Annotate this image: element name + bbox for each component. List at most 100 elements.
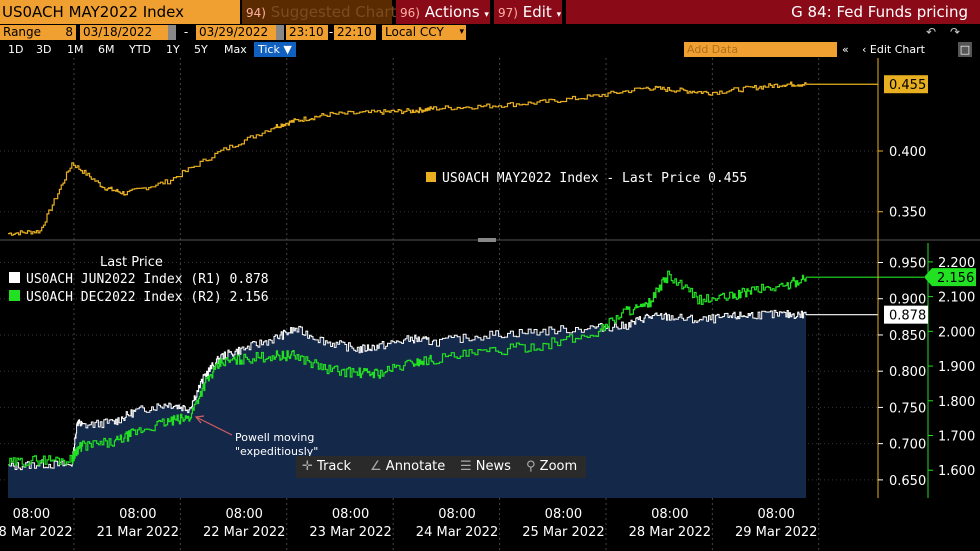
- lower-left-tick-label: 0.900: [889, 293, 926, 308]
- start-time-input[interactable]: 23:10: [286, 25, 328, 40]
- may2022-line: [8, 81, 807, 236]
- calendar-icon[interactable]: [276, 25, 284, 40]
- annotation-line-1: Powell moving: [235, 431, 314, 444]
- period-1m[interactable]: 1M: [67, 43, 84, 56]
- undo-icon[interactable]: ↶: [926, 25, 937, 39]
- period-6m[interactable]: 6M: [98, 43, 115, 56]
- chevron-left-icon: ‹: [862, 43, 867, 56]
- edit-menu-button[interactable]: 97) Edit ▾: [494, 0, 562, 24]
- lower-left-tick-label: 0.850: [889, 329, 926, 344]
- upper-last-value: 0.455: [889, 78, 926, 93]
- range-field[interactable]: Range 8: [0, 25, 76, 40]
- period-5y[interactable]: 5Y: [194, 43, 208, 56]
- suggested-label: Suggested Charts: [270, 3, 405, 21]
- x-tick-date: 29 Mar 2022: [735, 525, 817, 540]
- upper-tick-label: 0.400: [889, 145, 926, 160]
- end-date-input[interactable]: 03/29/2022: [196, 25, 276, 40]
- x-tick-date: 28 Mar 2022: [629, 525, 711, 540]
- jun2022-line: [8, 309, 807, 471]
- top-bar: US0ACH MAY2022 Index 94) Suggested Chart…: [0, 0, 980, 24]
- range-bar: Range 8 03/18/2022 - 03/29/2022 23:10 - …: [0, 24, 980, 41]
- add-data-input[interactable]: Add Data: [684, 42, 837, 57]
- expand-icon[interactable]: □: [958, 42, 972, 57]
- track-label: Track: [317, 459, 352, 474]
- crosshair-icon: ✛: [302, 459, 313, 474]
- lower-left-tick-label: 0.800: [889, 365, 926, 380]
- powell-annotation[interactable]: Powell moving "expeditiously": [194, 415, 318, 458]
- range-value: 8: [65, 25, 73, 39]
- period-3d[interactable]: 3D: [36, 43, 52, 56]
- x-tick-date: 23 Mar 2022: [309, 525, 391, 540]
- period-1y[interactable]: 1Y: [166, 43, 180, 56]
- x-tick-date: 24 Mar 2022: [416, 525, 498, 540]
- period-bar: 1D 3D 1M 6M YTD 1Y 5Y Max Tick ▼ Add Dat…: [0, 41, 980, 58]
- lower-left-tick-label: 0.650: [889, 474, 926, 489]
- end-time-input[interactable]: 22:10: [334, 25, 376, 40]
- x-tick-time: 08:00: [332, 507, 369, 522]
- news-button[interactable]: ☰ News: [460, 456, 511, 478]
- magnifier-icon: ⚲: [526, 459, 536, 474]
- lower-right-tick-label: 1.700: [938, 430, 975, 445]
- actions-menu-button[interactable]: 96) Actions ▾: [396, 0, 490, 24]
- edit-number: 97): [498, 6, 518, 20]
- lower-left-tick-label: 0.700: [889, 438, 926, 453]
- x-tick-time: 08:00: [119, 507, 156, 522]
- range-label: Range: [3, 25, 42, 39]
- chart-title: G 84: Fed Funds pricing: [566, 0, 980, 24]
- legend-swatch-white: [9, 272, 20, 283]
- start-date-input[interactable]: 03/18/2022: [80, 25, 168, 40]
- annotation-arrowhead: [194, 415, 205, 424]
- legend-swatch-green: [9, 290, 20, 301]
- lower-right-tick-label: 1.900: [938, 360, 975, 375]
- lower-legend-title: Last Price: [100, 255, 163, 270]
- currency-value: Local CCY: [385, 25, 444, 39]
- lower-right-tick-label: 2.200: [938, 256, 975, 271]
- lower-left-tick-label: 0.750: [889, 401, 926, 416]
- x-tick-time: 08:00: [438, 507, 475, 522]
- collapse-icon[interactable]: «: [842, 43, 849, 56]
- period-ytd[interactable]: YTD: [129, 43, 151, 56]
- upper-panel: [8, 81, 878, 236]
- redo-icon[interactable]: ↷: [950, 25, 961, 39]
- news-icon: ☰: [460, 459, 472, 474]
- edit-chart-label: Edit Chart: [869, 43, 925, 56]
- track-button[interactable]: ✛ Track: [302, 456, 351, 478]
- chart-area[interactable]: 0.350 0.400 0.455 0.650 0.700 0.750 0.800 0.850…: [0, 58, 980, 551]
- suggested-charts-button[interactable]: 94) Suggested Charts: [242, 0, 404, 24]
- dec2022-line: [8, 270, 807, 468]
- x-tick-time: 08:00: [651, 507, 688, 522]
- x-tick-date: 22 Mar 2022: [203, 525, 285, 540]
- lower-panel: [8, 270, 924, 498]
- calendar-icon[interactable]: [168, 25, 176, 40]
- legend-series-2: US0ACH DEC2022 Index (R2) 2.156: [26, 290, 269, 305]
- ticker-field[interactable]: US0ACH MAY2022 Index: [0, 0, 240, 24]
- period-max[interactable]: Max: [224, 43, 247, 56]
- lower-right-tick-label: 1.800: [938, 395, 975, 410]
- upper-tick-label: 0.350: [889, 206, 926, 221]
- jun2022-last-badge: [884, 305, 928, 324]
- currency-select[interactable]: Local CCY ▾: [382, 25, 466, 40]
- lower-right-tick-label: 2.100: [938, 291, 975, 306]
- annotate-label: Annotate: [385, 459, 446, 474]
- annotate-button[interactable]: ∠ Annotate: [370, 456, 445, 478]
- x-tick-time: 08:00: [13, 507, 50, 522]
- axes: 0.350 0.400 0.455 0.650 0.700 0.750 0.800 0.850…: [0, 58, 976, 540]
- legend-swatch-gold: [426, 172, 436, 182]
- zoom-button[interactable]: ⚲ Zoom: [526, 456, 577, 478]
- suggested-number: 94): [246, 6, 266, 20]
- edit-chart-button[interactable]: ‹ Edit Chart: [862, 42, 925, 57]
- dec2022-last-value: 2.156: [937, 271, 974, 286]
- x-tick-time: 08:00: [225, 507, 262, 522]
- news-label: News: [475, 459, 511, 474]
- x-tick-time: 08:00: [757, 507, 794, 522]
- x-tick-date: 25 Mar 2022: [522, 525, 604, 540]
- jun2022-area: [8, 310, 806, 498]
- dec2022-last-badge: [924, 268, 976, 287]
- annotate-icon: ∠: [370, 459, 382, 474]
- edit-label: Edit: [522, 3, 552, 21]
- lower-legend: Last Price US0ACH JUN2022 Index (R1) 0.8…: [9, 255, 269, 305]
- tick-dropdown[interactable]: Tick ▼: [254, 42, 296, 57]
- annotation-arrow: [195, 416, 233, 436]
- panel-resize-handle[interactable]: [478, 238, 496, 242]
- period-1d[interactable]: 1D: [8, 43, 24, 56]
